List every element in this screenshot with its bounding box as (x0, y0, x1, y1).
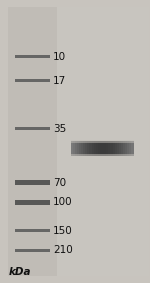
FancyBboxPatch shape (131, 141, 134, 156)
FancyBboxPatch shape (85, 141, 88, 156)
FancyBboxPatch shape (15, 79, 50, 82)
FancyBboxPatch shape (70, 154, 134, 156)
FancyBboxPatch shape (117, 141, 119, 156)
Text: 70: 70 (53, 177, 66, 188)
FancyBboxPatch shape (79, 141, 81, 156)
FancyBboxPatch shape (110, 141, 113, 156)
FancyBboxPatch shape (96, 141, 98, 156)
FancyBboxPatch shape (98, 141, 100, 156)
FancyBboxPatch shape (70, 140, 134, 143)
FancyBboxPatch shape (73, 141, 75, 156)
FancyBboxPatch shape (104, 141, 106, 156)
FancyBboxPatch shape (100, 141, 102, 156)
FancyBboxPatch shape (106, 141, 109, 156)
FancyBboxPatch shape (15, 200, 50, 205)
FancyBboxPatch shape (115, 141, 117, 156)
FancyBboxPatch shape (121, 141, 123, 156)
Text: 100: 100 (53, 197, 73, 207)
FancyBboxPatch shape (123, 141, 125, 156)
FancyBboxPatch shape (129, 141, 132, 156)
FancyBboxPatch shape (119, 141, 121, 156)
Text: kDa: kDa (9, 267, 32, 277)
FancyBboxPatch shape (83, 141, 86, 156)
FancyBboxPatch shape (127, 141, 130, 156)
FancyBboxPatch shape (15, 127, 50, 130)
FancyBboxPatch shape (92, 141, 94, 156)
Text: 210: 210 (53, 245, 73, 256)
FancyBboxPatch shape (81, 141, 83, 156)
Text: 10: 10 (53, 52, 66, 62)
FancyBboxPatch shape (77, 141, 79, 156)
Text: 150: 150 (53, 226, 73, 236)
FancyBboxPatch shape (125, 141, 128, 156)
FancyBboxPatch shape (70, 141, 73, 156)
FancyBboxPatch shape (108, 141, 111, 156)
FancyBboxPatch shape (102, 141, 104, 156)
FancyBboxPatch shape (112, 141, 115, 156)
FancyBboxPatch shape (15, 229, 50, 232)
FancyBboxPatch shape (89, 141, 92, 156)
FancyBboxPatch shape (15, 249, 50, 252)
FancyBboxPatch shape (15, 180, 50, 185)
FancyBboxPatch shape (8, 7, 149, 276)
Text: 35: 35 (53, 124, 66, 134)
FancyBboxPatch shape (15, 55, 50, 58)
FancyBboxPatch shape (57, 7, 149, 276)
FancyBboxPatch shape (75, 141, 77, 156)
FancyBboxPatch shape (87, 141, 90, 156)
Text: 17: 17 (53, 76, 66, 86)
FancyBboxPatch shape (94, 141, 96, 156)
